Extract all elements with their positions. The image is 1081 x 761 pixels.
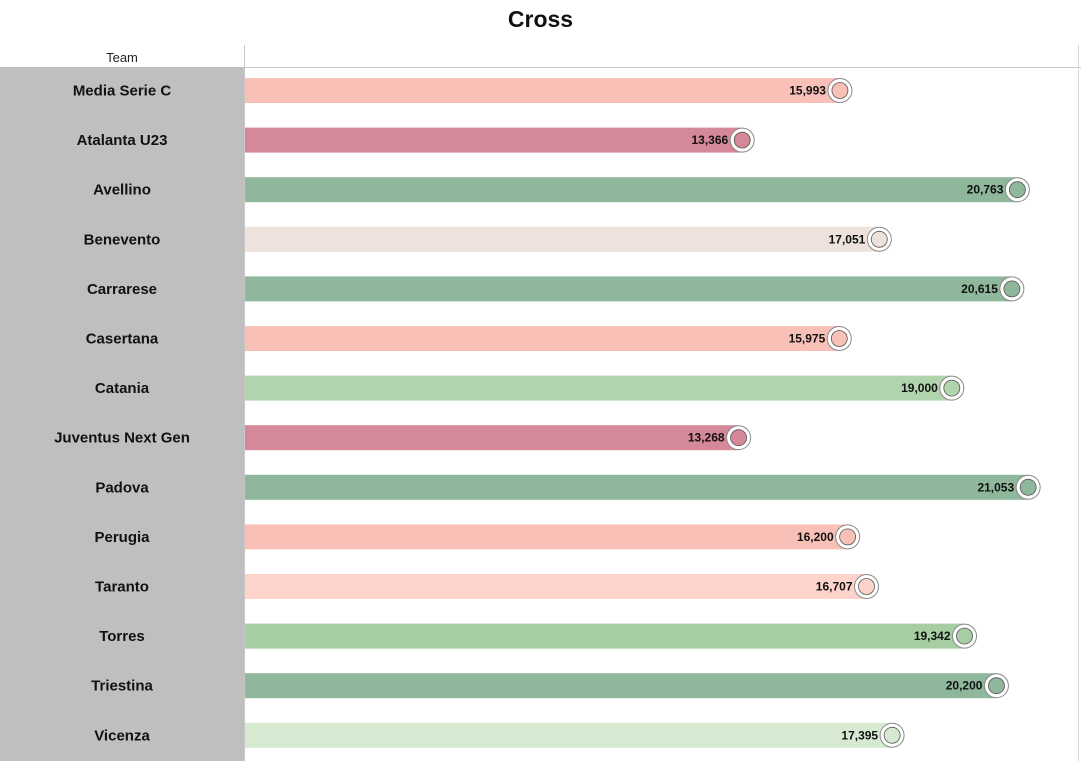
bar-row: Padova 21,053 (95, 474, 1041, 500)
value-label: 17,395 (841, 728, 878, 742)
value-label: 16,707 (816, 580, 853, 594)
team-label: Perugia (94, 529, 150, 546)
bar (245, 326, 840, 351)
avellino-crest-icon (1004, 177, 1030, 203)
badge-center (988, 677, 1005, 695)
badge-center (1019, 478, 1037, 496)
bar (245, 623, 965, 649)
bar (245, 177, 1018, 203)
bar-row: Carrarese 20,615 (87, 276, 1025, 302)
bar (245, 375, 952, 401)
perugia-crest-icon (835, 524, 861, 550)
chart-title: Cross (507, 6, 574, 32)
bar (245, 524, 848, 550)
bar (245, 425, 739, 451)
value-label: 13,366 (692, 133, 729, 147)
bar-row: Perugia 16,200 (94, 524, 861, 550)
taranto-crest-icon (854, 574, 880, 599)
bar (245, 276, 1012, 302)
badge-center (943, 379, 961, 397)
bar-row: Triestina 20,200 (91, 673, 1009, 699)
team-label: Avellino (93, 182, 151, 199)
team-column-header: Team (106, 50, 138, 65)
team-label: Triestina (91, 678, 153, 695)
triestina-crest-icon (983, 673, 1009, 699)
value-label: 17,051 (829, 232, 866, 246)
bar-row: Vicenza 17,395 (94, 722, 905, 748)
team-label: Atalanta U23 (77, 132, 168, 149)
value-label: 15,975 (789, 332, 826, 346)
bar (245, 673, 997, 699)
bar-row: Media Serie C 15,993 (73, 78, 853, 103)
value-label: 20,615 (961, 282, 998, 296)
value-label: 19,000 (901, 381, 938, 395)
juventus-crest-icon (726, 425, 752, 451)
badge-center (830, 330, 848, 347)
bar (245, 226, 880, 252)
bar-row: Casertana 15,975 (86, 326, 852, 351)
bar-row: Atalanta U23 13,366 (77, 127, 755, 153)
bar-rows: Media Serie C 15,993 Atalanta U23 13,366 Ave… (54, 78, 1041, 748)
team-label: Benevento (84, 231, 161, 248)
casertana-crest-icon (826, 326, 852, 351)
bar-row: Benevento 17,051 (84, 226, 892, 252)
bar-row: Avellino 20,763 (93, 177, 1030, 203)
value-label: 19,342 (914, 629, 951, 643)
torres-crest-icon (952, 623, 978, 649)
value-label: 20,763 (967, 183, 1004, 197)
badge-center (1003, 280, 1021, 298)
padova-crest-icon (1015, 474, 1041, 500)
bar-row: Torres 19,342 (99, 623, 978, 649)
bar (245, 722, 893, 748)
team-label-panel (0, 67, 244, 761)
value-label: 16,200 (797, 530, 834, 544)
badge-center (831, 82, 849, 99)
badge-center (733, 131, 751, 149)
team-label: Catania (95, 380, 150, 397)
team-label: Torres (99, 628, 145, 645)
carrarese-crest-icon (999, 276, 1025, 302)
bar-row: Taranto 16,707 (95, 574, 880, 599)
value-label: 20,200 (946, 679, 983, 693)
team-label: Padova (95, 479, 149, 496)
atalanta-crest-icon (729, 127, 755, 153)
bar (245, 474, 1029, 500)
bar-row: Juventus Next Gen 13,268 (54, 425, 752, 451)
bar (245, 127, 743, 153)
team-label: Media Serie C (73, 83, 172, 100)
badge-center (870, 230, 888, 248)
bar (245, 78, 840, 103)
team-label: Carrarese (87, 281, 157, 298)
badge-center (1008, 181, 1026, 199)
team-label: Taranto (95, 579, 149, 596)
vicenza-crest-icon (879, 722, 905, 748)
badge-center (858, 578, 875, 595)
badge-center (956, 627, 973, 645)
badge-center (839, 528, 857, 546)
team-label: Casertana (86, 331, 159, 348)
badge-center (883, 726, 901, 744)
value-label: 15,993 (789, 84, 826, 98)
badge-center (730, 429, 747, 447)
serie-c-logo-icon (827, 78, 853, 103)
team-label: Juventus Next Gen (54, 430, 190, 447)
value-label: 13,268 (688, 431, 725, 445)
benevento-crest-icon (866, 226, 892, 252)
value-label: 21,053 (977, 480, 1014, 494)
bar-row: Catania 19,000 (95, 375, 965, 401)
team-label: Vicenza (94, 727, 150, 744)
catania-crest-icon (939, 375, 965, 401)
bar (245, 574, 867, 599)
